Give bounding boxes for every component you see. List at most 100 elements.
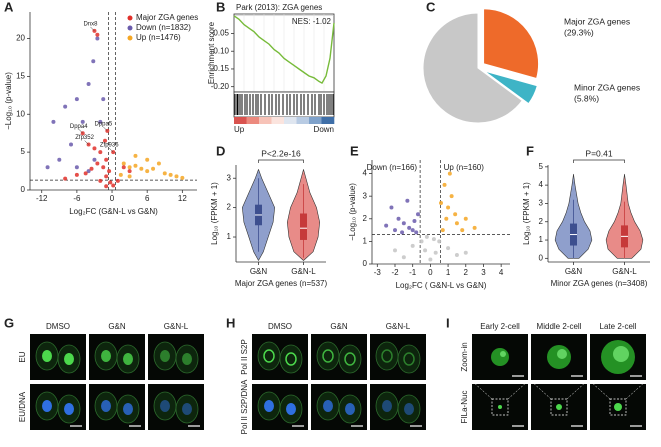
gene-label: Zfp352 <box>75 135 94 141</box>
y-tick-label: -0.10 <box>211 46 230 55</box>
point <box>74 97 79 102</box>
rank-color <box>259 117 272 124</box>
nucleus <box>101 350 111 362</box>
point <box>98 150 103 155</box>
x-tick-label: 6 <box>145 194 150 203</box>
point <box>472 225 477 230</box>
y-tick-label: 0 <box>363 259 368 268</box>
rank-color <box>309 117 322 124</box>
nucleus <box>264 400 274 412</box>
point <box>127 174 132 179</box>
nucleus <box>323 400 333 412</box>
y-tick-label: -0.15 <box>211 64 230 73</box>
point <box>423 248 428 253</box>
y-tick-label: 2 <box>227 203 232 212</box>
zoom-leader <box>566 380 588 400</box>
row-label: FILa-Nuc <box>460 391 469 424</box>
x-tick-label: -12 <box>36 194 48 203</box>
row-label: Zoom-in <box>460 342 469 371</box>
zoom-leader <box>507 380 529 400</box>
y-tick-label: 3 <box>539 199 544 208</box>
point <box>108 180 113 185</box>
point <box>107 169 112 174</box>
zoom-leader <box>471 380 493 400</box>
nucleus <box>263 349 275 363</box>
micrograph <box>89 384 145 430</box>
nucleus <box>614 403 622 411</box>
panel-label: I <box>446 315 450 330</box>
y-tick-label: 3 <box>363 191 368 200</box>
nucleus <box>403 352 415 366</box>
legend-label: Up (n=1476) <box>136 33 181 42</box>
point <box>121 161 126 166</box>
point <box>446 246 451 251</box>
nucleus <box>382 400 392 412</box>
point <box>463 216 468 221</box>
x-tick-label: 4 <box>499 268 504 277</box>
rank-color <box>234 117 247 124</box>
gene-label: Zfp936 <box>100 143 119 149</box>
column-label: G&N <box>330 322 348 331</box>
y-axis-label: −Log₁₀ (p-value) <box>4 72 13 130</box>
point <box>405 198 410 203</box>
x-tick-label: G&N <box>250 267 268 276</box>
slice-value: (29.3%) <box>564 27 594 37</box>
y-tick-label: 4 <box>539 180 544 189</box>
point <box>384 223 389 228</box>
point <box>115 178 120 183</box>
cell <box>257 341 281 371</box>
nucleus <box>123 403 133 415</box>
hit-frame <box>233 91 335 118</box>
column-label: Early 2-cell <box>480 322 520 331</box>
legend-swatch <box>127 25 133 31</box>
y-tick-label: 5 <box>539 162 544 171</box>
point <box>95 36 100 41</box>
significance-bracket <box>258 159 304 163</box>
zoom-leader <box>625 380 647 400</box>
point <box>401 221 406 226</box>
cell <box>338 344 362 374</box>
column-label: DMSO <box>268 322 292 331</box>
micrograph <box>311 384 367 430</box>
micrograph <box>89 334 145 380</box>
nucleus <box>498 405 502 409</box>
y-axis-label: −Log₁₀ (p-value) <box>348 183 357 241</box>
point <box>63 104 68 109</box>
rank-right-label: Down <box>314 125 334 134</box>
cell <box>397 344 421 374</box>
micrograph <box>148 334 204 380</box>
point <box>63 176 68 181</box>
point <box>453 212 458 217</box>
slice-label: Major ZGA genes <box>564 16 630 26</box>
y-tick-label: 2 <box>539 217 544 226</box>
point <box>393 248 397 253</box>
legend-label: Up (n=160) <box>444 163 485 172</box>
point <box>51 119 56 124</box>
column-label: G&N-L <box>164 322 189 331</box>
point <box>449 194 454 199</box>
point <box>69 142 74 147</box>
annotation-leader <box>103 126 108 132</box>
x-tick-label: G&N <box>565 267 583 276</box>
panel-label: B <box>216 0 225 14</box>
point <box>419 239 424 244</box>
y-tick-label: -0.20 <box>211 82 230 91</box>
x-tick-label: -2 <box>391 268 399 277</box>
x-tick-label: 0 <box>110 194 115 203</box>
point <box>89 166 94 171</box>
point <box>437 239 442 244</box>
nucleus <box>322 349 334 363</box>
legend-label: Down (n=166) <box>367 163 418 172</box>
row-label: EU/DNA <box>18 391 27 422</box>
micrograph <box>530 380 588 430</box>
micrograph <box>148 384 204 430</box>
micrograph <box>472 334 528 380</box>
panel-label: C <box>426 0 436 14</box>
x-axis-label: Log₂FC (G&N-L vs G&N) <box>69 207 158 216</box>
y-tick-label: 4 <box>363 169 368 178</box>
nucleus-core <box>613 346 629 362</box>
box <box>300 213 307 240</box>
point <box>440 228 445 233</box>
point <box>439 200 443 205</box>
point <box>91 59 96 64</box>
